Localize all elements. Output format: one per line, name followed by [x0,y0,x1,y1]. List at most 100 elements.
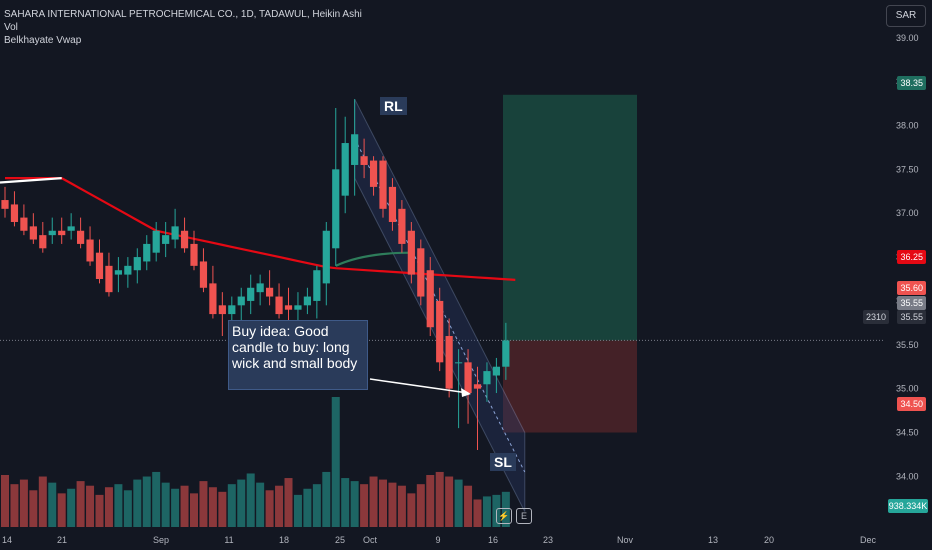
stop-price-label: 34.50 [897,397,926,411]
candle-body [398,208,406,244]
candle-body [303,296,311,306]
volume-bar [341,478,350,527]
candle-body [369,160,378,187]
currency-button[interactable]: SAR [886,5,926,27]
vwap-indicator-label[interactable]: Belkhayate Vwap [4,35,82,46]
candle-body [58,230,66,236]
volume-bar [114,484,123,527]
candle-body [95,252,104,279]
y-tick-label: 37.50 [896,164,919,174]
volume-bar [104,487,113,527]
x-tick-label: 20 [764,535,774,545]
volume-bar [218,491,227,527]
candle-body [455,362,463,364]
candle-body [29,226,37,240]
volume-bar [454,479,463,527]
vwap-price-label: 36.25 [897,250,926,264]
sl-tag[interactable]: SL [490,453,516,471]
volume-bar [435,471,444,527]
candle-body [275,296,283,315]
candle-body [417,248,425,297]
target-zone [503,94,637,341]
volume-bar [369,476,378,527]
volume-bar [445,476,454,527]
volume-bar [67,488,76,527]
volume-bar [293,494,302,527]
y-tick-label: 37.00 [896,208,919,218]
candle-body [379,160,387,209]
candle-body [105,265,113,293]
vwap-green-line [335,251,412,267]
candle-body [218,305,226,315]
x-tick-label: Sep [153,535,169,545]
volume-bar [388,482,397,527]
x-tick-label: 16 [488,535,498,545]
x-tick-label: Dec [860,535,877,545]
candle-body [228,305,236,315]
candle-body [492,366,500,376]
x-tick-label: Oct [363,535,378,545]
volume-bar [171,488,180,527]
volume-bar [407,493,416,527]
y-tick-label: 34.50 [896,428,919,438]
chart-legend: SAHARA INTERNATIONAL PETROCHEMICAL CO., … [4,8,362,47]
volume-bar [303,488,312,527]
volume-bar [95,494,104,527]
candle-body [502,340,510,367]
candle-body [67,226,75,231]
target-price-label: 38.35 [897,76,926,90]
symbol-title[interactable]: SAHARA INTERNATIONAL PETROCHEMICAL CO., … [4,9,362,20]
x-tick-label: 11 [224,535,233,545]
buy-idea-annotation[interactable]: Buy idea: Good candle to buy: long wick … [228,320,368,390]
candle-body [266,287,274,297]
volume-bar [161,482,170,527]
volume-value-label: 938.334K [888,499,928,513]
x-tick-label: 14 [2,535,12,545]
x-tick-label: 9 [435,535,440,545]
volume-bar [86,485,95,527]
volume-bar [227,484,236,527]
volume-bar [482,496,491,527]
vwap-segment-white [0,177,62,184]
volume-bar [29,490,38,527]
e-icon[interactable]: E [516,508,532,524]
volume-bar [350,481,359,527]
volume-bar [142,476,151,527]
x-tick-label: 13 [708,535,718,545]
volume-bar [256,482,265,527]
candle-body [171,226,179,240]
y-tick-label: 35.00 [896,384,919,394]
candle-body [445,336,453,389]
high-price-label: 35.60 [897,281,926,295]
close-price-label: 35.55 [897,296,926,310]
volume-bar [464,485,473,527]
candle-body [313,270,321,301]
candle-body [426,270,434,328]
volume-bar [180,485,189,527]
lightning-icon[interactable]: ⚡ [496,508,512,524]
rl-tag[interactable]: RL [380,97,407,115]
candle-body [256,283,264,293]
candle-body [332,169,340,249]
candle-body [48,230,56,236]
x-tick-label: Nov [617,535,634,545]
volume-bar [331,397,340,527]
candle-body [360,156,368,165]
volume-bar [123,490,132,527]
vol-indicator-label[interactable]: Vol [4,22,18,33]
candle-body [341,143,349,196]
volume-bar [199,481,208,527]
candle-body [143,243,151,262]
volume-bar [1,475,9,527]
candle-body [77,230,85,244]
y-tick-label: 35.50 [896,340,919,350]
candle-body [483,371,491,385]
candle-body [294,305,302,310]
volume-bar [38,476,47,527]
y-tick-label: 38.00 [896,120,919,130]
volume-bar [19,479,28,527]
x-tick-label: 21 [57,535,67,545]
volume-bar [152,471,161,527]
volume-bar [473,499,482,527]
